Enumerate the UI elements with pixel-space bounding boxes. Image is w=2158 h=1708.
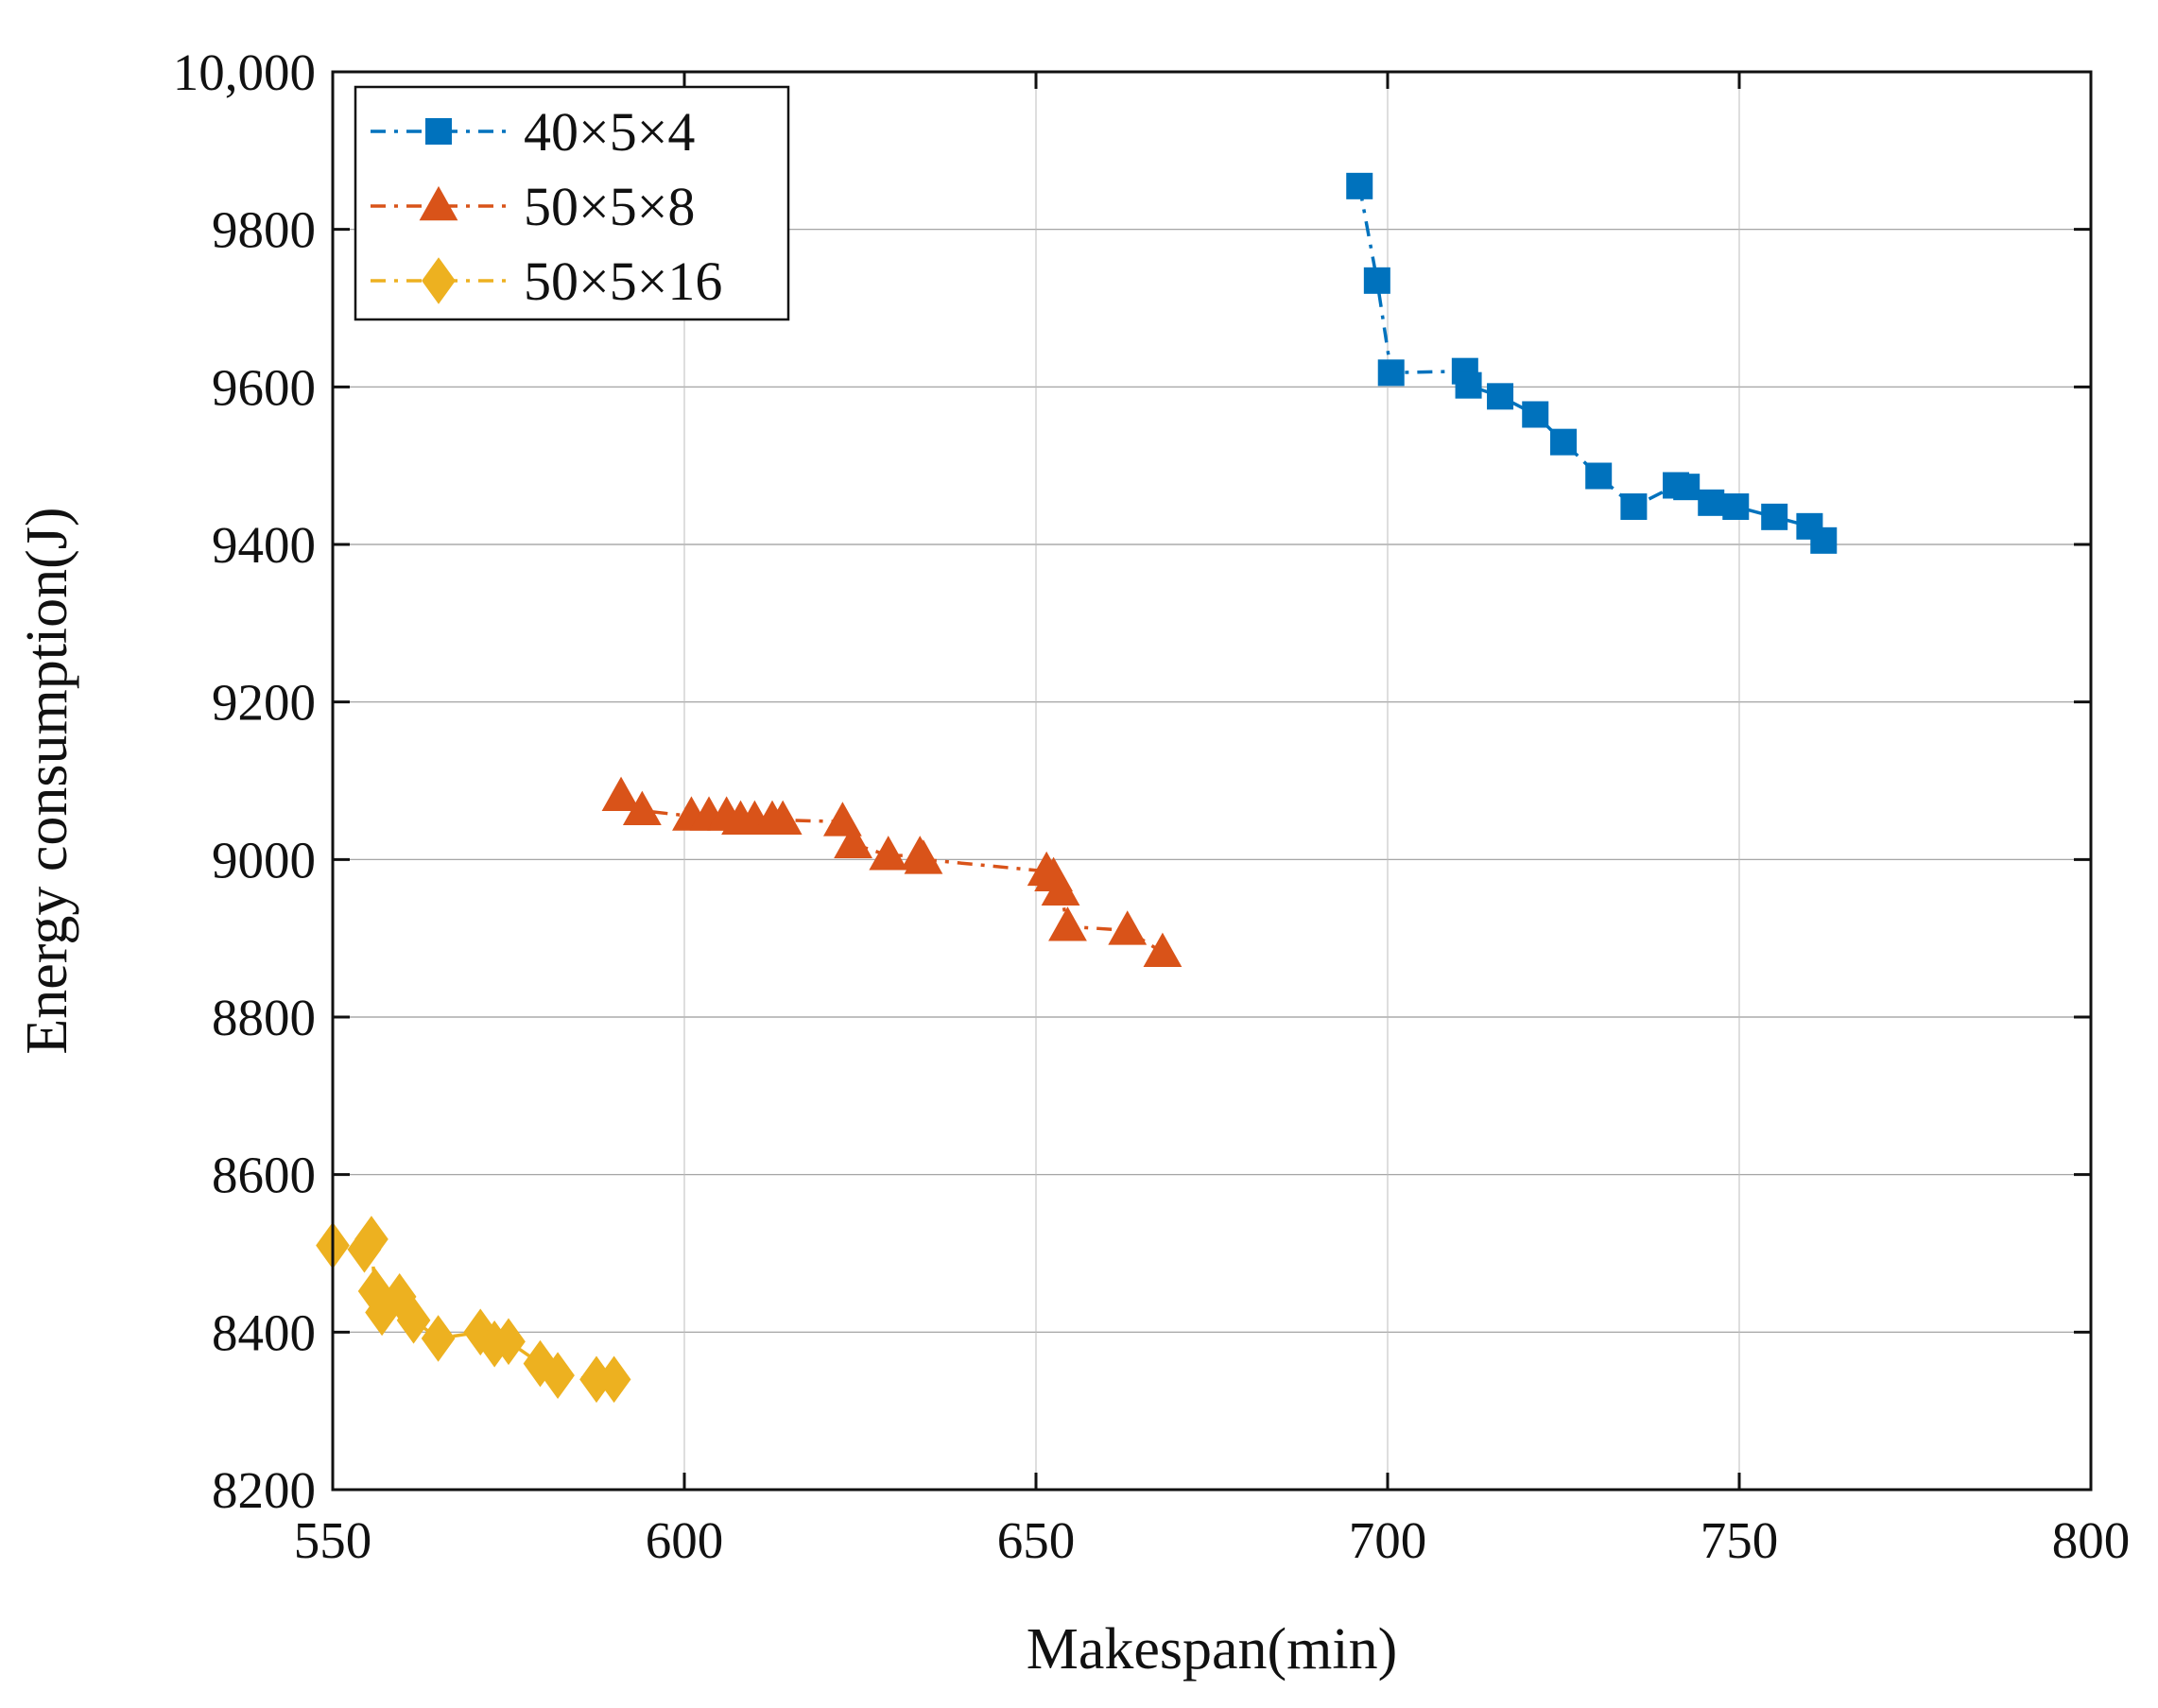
data-point [1620, 493, 1648, 520]
y-tick-label: 8800 [212, 989, 316, 1046]
data-point [1048, 906, 1087, 941]
data-point [1041, 871, 1080, 906]
data-point [1761, 503, 1788, 530]
x-tick-label: 700 [1349, 1511, 1427, 1569]
y-tick-label: 9800 [212, 201, 316, 259]
data-point [834, 823, 872, 858]
legend: 40×5×4 50×5×8 50×5×16 [354, 85, 790, 321]
series-triangle [601, 776, 1183, 967]
legend-item: 50×5×16 [371, 250, 722, 312]
legend-item: 40×5×4 [371, 101, 695, 163]
data-point [1487, 383, 1514, 410]
data-point [601, 776, 641, 811]
gridlines [333, 72, 2091, 1490]
y-tick-label: 9400 [212, 516, 316, 574]
data-point [869, 836, 908, 871]
y-tick-label: 8600 [212, 1147, 316, 1204]
data-point [763, 800, 803, 835]
x-tick-label: 550 [294, 1511, 372, 1569]
data-point [421, 1315, 456, 1362]
data-point [396, 1297, 431, 1344]
legend-marker [425, 118, 452, 145]
legend-item: 50×5×8 [371, 176, 695, 237]
data-point [596, 1355, 631, 1404]
series-layer [316, 172, 1838, 1404]
legend-label: 50×5×8 [524, 176, 695, 237]
x-tick-label: 800 [2052, 1511, 2131, 1569]
x-axis-title: Makespan(min) [1027, 1617, 1398, 1682]
data-point [1346, 172, 1373, 199]
legend-label: 40×5×4 [524, 101, 695, 163]
series-square [1346, 172, 1838, 554]
legend-label: 50×5×16 [524, 250, 722, 312]
data-point [1673, 474, 1701, 501]
y-tick-label: 8400 [212, 1303, 316, 1361]
data-point [579, 1355, 613, 1404]
legend-marker [419, 185, 458, 221]
data-point [492, 1318, 526, 1366]
data-point [354, 1216, 388, 1263]
data-point [1377, 359, 1405, 387]
y-tick-label: 9200 [212, 674, 316, 732]
series-diamond [316, 1216, 631, 1404]
y-axis-title: Energy consumption(J) [15, 507, 79, 1054]
axis-ticks: 550 600 650 700 750 800 8200 8400 8600 8800 9000 92… [173, 43, 2131, 1569]
data-point [904, 839, 943, 874]
data-point [1363, 267, 1390, 294]
y-tick-label: 9600 [212, 358, 316, 416]
data-point [1108, 910, 1148, 945]
y-tick-label: 10,000 [173, 43, 316, 101]
data-point [1455, 371, 1482, 399]
data-point [1522, 401, 1549, 428]
data-point [622, 790, 662, 825]
data-point [1143, 932, 1183, 967]
x-tick-label: 750 [1701, 1511, 1779, 1569]
data-point [1698, 489, 1725, 516]
data-point [1810, 526, 1838, 554]
x-tick-label: 600 [646, 1511, 724, 1569]
data-point [541, 1352, 575, 1399]
plot-frame [331, 70, 2093, 1492]
data-point [1585, 462, 1613, 490]
legend-marker [422, 257, 456, 304]
y-tick-label: 8200 [212, 1461, 316, 1519]
data-point [1722, 493, 1750, 520]
y-tick-label: 9000 [212, 831, 316, 889]
data-point [523, 1339, 558, 1388]
data-point [1550, 428, 1577, 456]
x-tick-label: 650 [997, 1511, 1076, 1569]
